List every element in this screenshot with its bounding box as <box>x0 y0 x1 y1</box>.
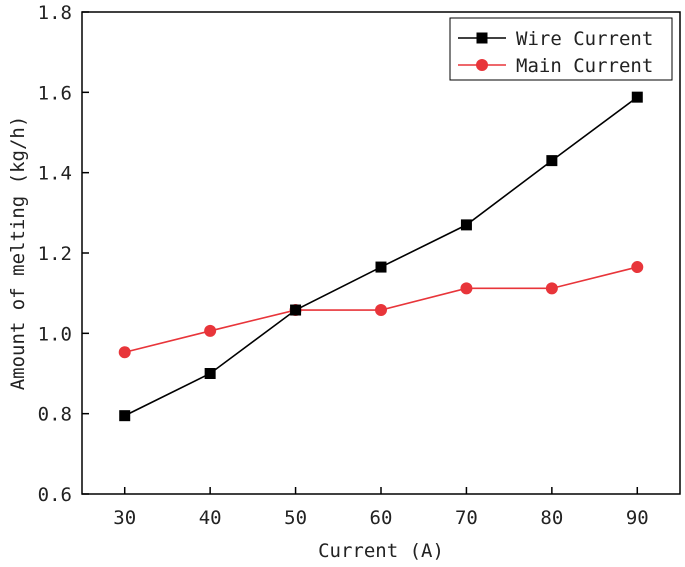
data-point <box>631 261 644 274</box>
data-point <box>118 346 131 359</box>
y-tick-label: 1.2 <box>38 243 72 265</box>
data-point <box>375 261 387 273</box>
data-point <box>290 304 302 316</box>
series-line <box>124 96 638 417</box>
y-axis: 0.6 0.8 1.0 1.2 1.4 1.6 1.8 <box>38 2 89 506</box>
x-tick-label: 60 <box>370 507 393 529</box>
x-tick-label: 80 <box>540 507 563 529</box>
x-tick-label: 70 <box>455 507 478 529</box>
y-tick-label: 0.8 <box>38 404 72 426</box>
x-axis: 30 40 50 60 70 80 90 <box>113 487 649 529</box>
y-tick-label: 1.6 <box>38 82 72 104</box>
plot-area <box>81 11 681 495</box>
data-point <box>204 324 217 337</box>
y-tick-label: 1.8 <box>38 2 72 24</box>
data-point <box>546 155 558 167</box>
x-tick-label: 90 <box>626 507 649 529</box>
data-point <box>460 282 473 295</box>
legend: Wire Current Main Current <box>449 17 673 81</box>
y-tick-label: 1.0 <box>38 323 72 345</box>
data-point <box>631 91 643 103</box>
x-axis-title: Current (A) <box>318 540 444 562</box>
legend-entry: Main Current <box>458 55 653 77</box>
series-main-current <box>118 261 644 359</box>
legend-label: Main Current <box>516 55 653 77</box>
legend-marker <box>476 32 488 44</box>
legend-label: Wire Current <box>516 28 653 50</box>
series-wire-current <box>119 91 643 422</box>
y-tick-label: 1.4 <box>38 163 72 185</box>
legend-entry: Wire Current <box>458 28 653 50</box>
legend-box <box>449 17 673 81</box>
x-tick-label: 40 <box>199 507 222 529</box>
series-layer <box>118 91 644 422</box>
legend-marker <box>476 59 488 71</box>
x-tick-label: 50 <box>284 507 307 529</box>
data-point <box>375 304 387 317</box>
y-tick-label: 0.6 <box>38 484 72 506</box>
data-point <box>119 410 131 422</box>
y-axis-title: Amount of melting (kg/h) <box>7 116 29 391</box>
data-point <box>460 219 472 231</box>
data-point <box>545 282 558 295</box>
data-point <box>204 368 216 379</box>
x-tick-label: 30 <box>113 507 136 529</box>
